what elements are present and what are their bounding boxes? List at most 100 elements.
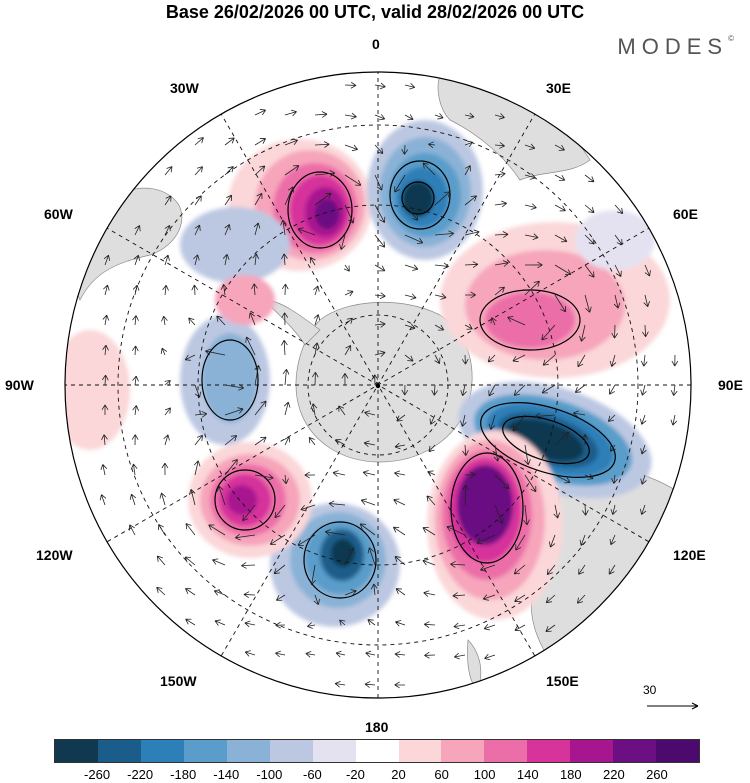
wind-vectors	[99, 81, 679, 689]
wind-arrow	[311, 371, 319, 386]
wind-arrow	[307, 622, 316, 629]
wind-arrow	[513, 564, 526, 575]
wind-arrow	[244, 650, 256, 657]
wind-arrow	[461, 354, 469, 365]
positive-anomaly-south-pacific	[188, 442, 312, 558]
wind-arrow	[164, 225, 171, 236]
wind-arrow	[464, 195, 477, 206]
wind-arrow	[164, 379, 171, 387]
wind-arrow	[224, 384, 244, 391]
wind-arrow	[643, 294, 650, 308]
wind-arrow	[338, 405, 346, 416]
colorbar-tick-label: 180	[559, 767, 582, 782]
wind-arrow	[404, 323, 416, 330]
wind-arrow	[534, 412, 556, 420]
lon-label-60w: 60W	[44, 206, 73, 222]
wind-arrow	[554, 144, 565, 151]
wind-arrow	[224, 407, 244, 416]
wind-arrow	[431, 384, 438, 396]
wind-arrow	[394, 651, 406, 658]
wind-arrow	[193, 254, 200, 266]
wind-arrow	[102, 344, 109, 356]
wind-arrow	[395, 588, 406, 596]
wind-arrow	[244, 620, 256, 628]
wind-arrow	[359, 523, 376, 536]
wind-arrow	[640, 504, 647, 515]
wind-arrow	[254, 365, 261, 386]
wind-arrow	[339, 234, 346, 250]
wind-arrow	[332, 470, 346, 477]
wind-arrow	[188, 489, 196, 506]
wind-arrow	[396, 414, 406, 422]
wind-arrow	[103, 254, 111, 266]
wind-arrow	[393, 498, 406, 506]
wind-arrow	[328, 500, 346, 508]
wind-arrow	[133, 254, 141, 266]
wind-arrow	[304, 471, 316, 479]
wind-arrow	[102, 314, 110, 326]
wind-arrow	[194, 434, 203, 446]
wind-arrow	[194, 195, 202, 206]
wind-arrow	[254, 473, 274, 481]
colorbar-swatch	[527, 740, 571, 762]
wind-arrow	[367, 547, 376, 566]
wind-arrow	[554, 174, 566, 181]
wind-arrow	[363, 440, 376, 448]
wind-arrow	[344, 144, 358, 152]
wind-arrow	[454, 652, 466, 660]
wind-arrow	[542, 354, 556, 366]
positive-anomaly-weddell	[215, 275, 275, 325]
wind-arrow	[394, 174, 406, 193]
wind-arrow	[163, 434, 170, 446]
wind-arrow	[404, 204, 419, 221]
wind-arrow	[464, 229, 480, 237]
wind-arrow	[490, 317, 497, 326]
wind-arrow	[161, 462, 169, 476]
wind-arrow	[158, 523, 166, 536]
wind-arrow	[194, 224, 201, 236]
wind-arrow	[554, 204, 566, 212]
wind-arrow	[254, 400, 267, 416]
wind-arrow	[426, 495, 436, 506]
wind-arrow	[584, 294, 592, 313]
wind-arrow	[434, 324, 445, 331]
wind-arrow	[282, 368, 290, 386]
wind-arrow	[160, 347, 168, 356]
wind-arrow	[394, 470, 406, 478]
positive-anomaly-east-pacific	[65, 330, 130, 450]
wind-arrow	[554, 294, 567, 313]
wind-arrow	[512, 414, 526, 432]
wind-arrow	[404, 83, 416, 90]
wind-arrow	[284, 436, 291, 446]
wind-arrow	[609, 384, 616, 395]
reference-vector	[647, 702, 699, 710]
wind-arrow	[194, 410, 208, 418]
wind-arrow	[460, 384, 467, 396]
lon-label-90w: 90W	[5, 377, 34, 393]
wind-arrow	[434, 293, 447, 300]
colorbar-swatch	[656, 740, 700, 762]
colorbar-tick-label: -260	[84, 767, 111, 782]
colorbar-swatch	[269, 740, 313, 762]
wind-arrow	[422, 559, 436, 566]
colorbar-swatch	[484, 740, 528, 762]
wind-arrow	[644, 264, 651, 277]
wind-arrow	[252, 253, 260, 266]
wind-arrow	[541, 384, 556, 394]
wind-arrow	[335, 650, 346, 658]
wind-arrow	[128, 524, 136, 536]
wind-arrow	[242, 504, 256, 522]
wind-arrow	[162, 284, 169, 296]
wind-arrow	[494, 474, 510, 490]
wind-arrow	[424, 651, 436, 659]
wind-arrow	[394, 681, 406, 689]
wind-arrow	[576, 594, 586, 604]
wind-arrow	[314, 192, 332, 206]
wind-arrow	[280, 219, 287, 236]
colorbar-swatch	[441, 740, 485, 762]
wind-arrow	[464, 261, 479, 268]
wind-arrow	[609, 354, 617, 367]
wind-arrow	[134, 225, 141, 236]
wind-arrow	[608, 564, 616, 575]
wind-arrow	[275, 650, 286, 658]
